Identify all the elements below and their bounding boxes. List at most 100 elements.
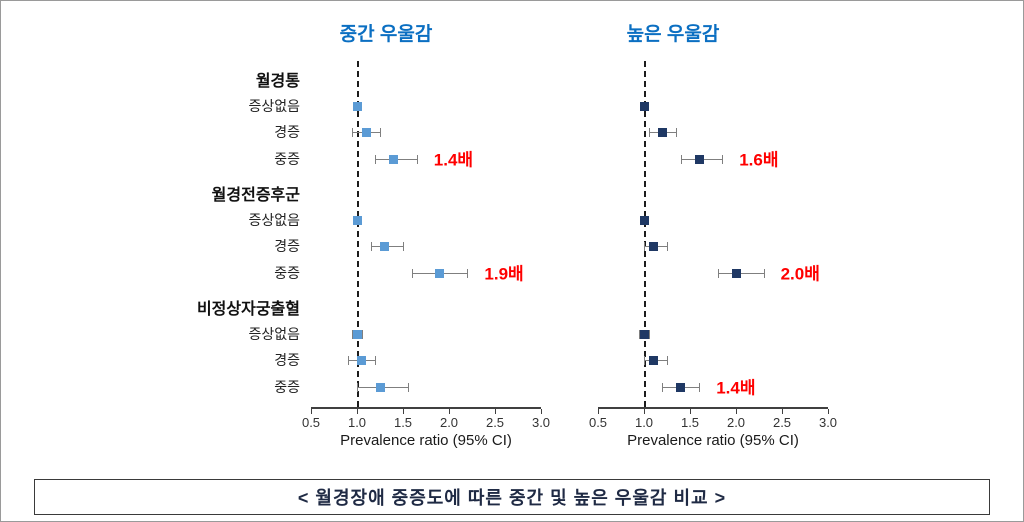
ci-cap-right <box>375 356 377 365</box>
ci-cap-right <box>667 356 668 365</box>
ci-cap-right <box>467 269 469 278</box>
ci-cap-right <box>361 330 363 339</box>
ci-cap-right <box>416 155 418 164</box>
group-header-label: 비정상자궁출혈 <box>196 301 300 318</box>
row-label: 증상없음 <box>248 326 300 342</box>
ratio-annotation: 1.9배 <box>484 264 524 284</box>
axis-tick-label: 3.0 <box>531 415 551 430</box>
axis-tick <box>403 409 404 414</box>
point-marker <box>352 329 362 339</box>
ci-cap-right <box>722 155 724 164</box>
reference-line <box>357 61 359 407</box>
point-marker <box>639 101 649 111</box>
row-label: 경증 <box>274 352 300 368</box>
ci-cap-left <box>644 242 645 251</box>
axis-tick-label: 2.5 <box>772 415 792 430</box>
point-marker <box>361 127 371 137</box>
plot-area: 1.4배 1.9배 <box>311 61 541 409</box>
ci-cap-right <box>667 242 668 251</box>
plot-area: 1.6배 2.0배 1.4배 <box>598 61 828 409</box>
row-label: 증상없음 <box>248 98 300 114</box>
point-marker <box>648 241 658 251</box>
point-marker <box>657 127 667 137</box>
ci-cap-right <box>763 269 765 278</box>
point-marker <box>694 154 704 164</box>
point-marker <box>639 329 649 339</box>
axis-tick <box>598 409 599 414</box>
ratio-annotation: 1.6배 <box>739 150 779 170</box>
panel-high-depression: 높은 우울감 1.6배 2.0배 1.4배 0.5 1.0 1.5 2.0 2.5 3.0 Prev… <box>589 1 837 461</box>
row-label: 중증 <box>274 265 300 281</box>
point-marker <box>375 382 385 392</box>
ci-cap-left <box>412 269 414 278</box>
ratio-annotation: 2.0배 <box>780 264 820 284</box>
point-marker <box>676 382 686 392</box>
axis-tick <box>541 409 542 414</box>
point-marker <box>357 355 367 365</box>
axis-tick-label: 3.0 <box>818 415 838 430</box>
ratio-annotation: 1.4배 <box>433 150 474 170</box>
ci-cap-left <box>644 356 645 365</box>
point-marker <box>731 268 741 278</box>
axis-tick <box>311 409 312 414</box>
axis-tick-label: 1.5 <box>680 415 700 430</box>
ci-cap-left <box>662 383 664 392</box>
point-marker <box>380 241 390 251</box>
figure-caption: < 월경장애 중증도에 따른 중간 및 높은 우울감 비교 > <box>297 488 727 508</box>
reference-line <box>644 61 646 407</box>
axis-tick-label: 0.5 <box>301 415 321 430</box>
axis-tick <box>782 409 783 414</box>
ci-cap-left <box>357 383 358 392</box>
row-labels-column: 월경통 증상없음 경증 중증 월경전증후군 증상없음 경증 중증 비정상자궁출혈 증상없음 경증 중증 <box>1 1 304 461</box>
point-marker <box>352 215 362 225</box>
group-header-label: 월경통 <box>255 73 300 90</box>
ci-cap-left <box>375 155 377 164</box>
x-axis-label: Prevalence ratio (95% CI) <box>627 432 799 449</box>
point-marker <box>648 355 658 365</box>
x-axis-label: Prevalence ratio (95% CI) <box>340 432 512 449</box>
ci-cap-left <box>352 128 354 137</box>
axis-tick-label: 1.0 <box>347 415 367 430</box>
ci-cap-right <box>380 128 381 137</box>
axis-tick <box>644 409 645 414</box>
row-label: 증상없음 <box>248 212 300 228</box>
ratio-annotation: 1.4배 <box>716 378 756 398</box>
axis-tick <box>690 409 691 414</box>
ci-cap-left <box>347 356 349 365</box>
axis-tick <box>449 409 450 414</box>
panel-title: 중간 우울감 <box>339 24 433 45</box>
axis-tick <box>736 409 737 414</box>
axis-tick-label: 2.0 <box>726 415 746 430</box>
axis-tick-label: 1.0 <box>634 415 654 430</box>
group-header-label: 월경전증후군 <box>211 187 300 204</box>
row-label: 중증 <box>274 379 300 395</box>
panel-title: 높은 우울감 <box>626 24 720 45</box>
row-label: 경증 <box>274 124 300 140</box>
point-marker <box>435 268 445 278</box>
axis-tick-label: 0.5 <box>588 415 608 430</box>
axis-tick <box>357 409 358 414</box>
ci-cap-right <box>699 383 701 392</box>
ci-cap-left <box>370 242 372 251</box>
axis-tick-label: 2.5 <box>485 415 505 430</box>
point-marker <box>352 101 362 111</box>
ci-cap-left <box>717 269 719 278</box>
ci-cap-right <box>403 242 404 251</box>
ci-cap-right <box>676 128 678 137</box>
ci-cap-left <box>680 155 682 164</box>
ci-bar <box>717 273 764 274</box>
point-marker <box>639 215 649 225</box>
ci-cap-right <box>407 383 409 392</box>
ci-cap-left <box>648 128 650 137</box>
axis-tick-label: 2.0 <box>439 415 459 430</box>
axis-tick <box>495 409 496 414</box>
row-label: 경증 <box>274 238 300 254</box>
axis-tick <box>828 409 829 414</box>
axis-tick-label: 1.5 <box>393 415 413 430</box>
panel-moderate-depression: 중간 우울감 1.4배 1.9배 0.5 1.0 1.5 2.0 2.5 3.0 Prevalen… <box>302 1 550 461</box>
ci-cap-right <box>648 330 650 339</box>
point-marker <box>389 154 399 164</box>
figure-caption-box: < 월경장애 중증도에 따른 중간 및 높은 우울감 비교 > <box>34 479 990 515</box>
row-label: 중증 <box>274 151 300 167</box>
